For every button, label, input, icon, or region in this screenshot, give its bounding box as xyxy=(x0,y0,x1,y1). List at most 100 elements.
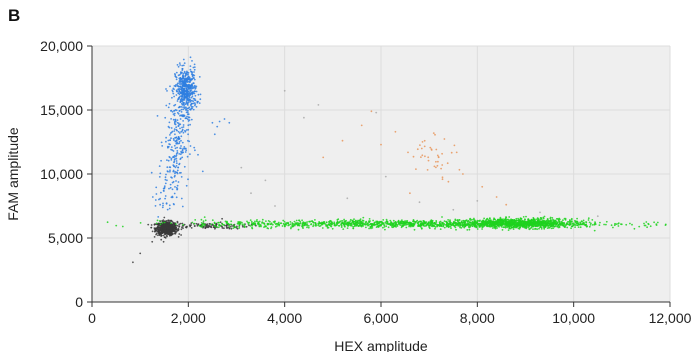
scatter-point xyxy=(500,218,502,221)
scatter-point xyxy=(170,137,172,140)
scatter-point xyxy=(404,224,406,226)
scatter-point xyxy=(171,130,174,133)
scatter-point xyxy=(405,220,407,222)
scatter-point xyxy=(574,224,576,227)
scatter-point xyxy=(168,204,171,207)
scatter-point xyxy=(398,223,400,226)
scatter-point xyxy=(427,159,430,162)
scatter-point xyxy=(284,225,286,228)
scatter-point xyxy=(346,222,348,224)
scatter-point xyxy=(173,130,176,132)
scatter-point xyxy=(497,218,499,221)
scatter-point xyxy=(536,217,539,220)
scatter-point xyxy=(570,217,573,220)
scatter-point xyxy=(571,220,573,223)
scatter-point xyxy=(441,222,444,225)
scatter-point xyxy=(371,227,374,229)
scatter-point xyxy=(177,82,180,85)
scatter-point xyxy=(232,224,235,226)
scatter-point xyxy=(182,72,185,75)
scatter-point xyxy=(186,102,189,105)
scatter-point xyxy=(544,226,547,229)
scatter-point xyxy=(274,205,276,207)
scatter-point xyxy=(228,121,231,124)
scatter-point xyxy=(598,224,601,227)
scatter-point xyxy=(189,98,191,101)
scatter-point xyxy=(538,227,540,230)
scatter-point xyxy=(488,217,491,220)
scatter-point xyxy=(358,222,361,225)
scatter-point xyxy=(159,197,162,200)
scatter-point xyxy=(558,220,560,223)
scatter-point xyxy=(198,76,201,78)
scatter-point xyxy=(538,221,540,224)
scatter-point xyxy=(191,75,194,78)
scatter-point xyxy=(454,226,457,229)
scatter-point xyxy=(540,220,542,223)
scatter-point xyxy=(188,106,191,109)
scatter-point xyxy=(185,109,188,111)
scatter-point xyxy=(178,162,181,165)
scatter-point xyxy=(194,149,196,152)
scatter-point xyxy=(175,76,178,79)
scatter-point xyxy=(532,225,534,228)
x-tick-label: 2,000 xyxy=(171,310,206,326)
scatter-point xyxy=(179,114,181,117)
scatter-point xyxy=(181,141,184,144)
scatter-point xyxy=(168,221,171,224)
scatter-point xyxy=(173,95,176,98)
scatter-point xyxy=(166,170,169,173)
scatter-point xyxy=(176,84,179,87)
scatter-point xyxy=(476,223,479,226)
scatter-point xyxy=(181,71,183,74)
scatter-point xyxy=(177,166,180,169)
scatter-point xyxy=(182,151,185,154)
scatter-point xyxy=(269,223,272,226)
scatter-point xyxy=(238,223,241,226)
scatter-point xyxy=(189,101,192,103)
scatter-point xyxy=(170,229,172,232)
scatter-point xyxy=(182,131,185,134)
scatter-point xyxy=(294,223,296,226)
scatter-point xyxy=(191,60,193,62)
scatter-point xyxy=(183,62,186,64)
scatter-point xyxy=(179,78,182,81)
scatter-point xyxy=(190,105,193,108)
scatter-point xyxy=(189,94,192,97)
scatter-point xyxy=(571,225,574,228)
scatter-point xyxy=(262,222,265,225)
scatter-point xyxy=(463,226,466,229)
scatter-point xyxy=(534,227,537,230)
scatter-point xyxy=(368,227,370,230)
scatter-point xyxy=(520,221,522,224)
scatter-point xyxy=(184,151,187,153)
scatter-point xyxy=(201,170,204,173)
scatter-point xyxy=(184,84,187,87)
scatter-point xyxy=(467,223,470,226)
scatter-point xyxy=(574,226,576,229)
scatter-point xyxy=(380,220,383,223)
scatter-point xyxy=(180,234,183,236)
y-axis-label: FAM amplitude xyxy=(5,127,21,221)
scatter-point xyxy=(256,219,258,221)
scatter-point xyxy=(159,226,162,229)
scatter-point xyxy=(280,222,282,225)
scatter-point xyxy=(234,226,237,229)
scatter-point xyxy=(198,224,201,227)
scatter-point xyxy=(317,104,320,106)
scatter-point xyxy=(172,87,175,90)
scatter-point xyxy=(160,159,163,162)
scatter-point xyxy=(170,157,173,160)
x-tick-label: 6,000 xyxy=(363,310,398,326)
scatter-point xyxy=(575,220,578,223)
scatter-point xyxy=(346,227,349,230)
scatter-point xyxy=(246,220,248,223)
scatter-point xyxy=(499,220,502,223)
scatter-point xyxy=(593,223,596,225)
scatter-point xyxy=(164,116,167,119)
scatter-point xyxy=(520,219,522,221)
scatter-point xyxy=(151,196,154,198)
scatter-point xyxy=(202,220,205,223)
scatter-point xyxy=(424,155,426,158)
scatter-point xyxy=(331,227,334,230)
